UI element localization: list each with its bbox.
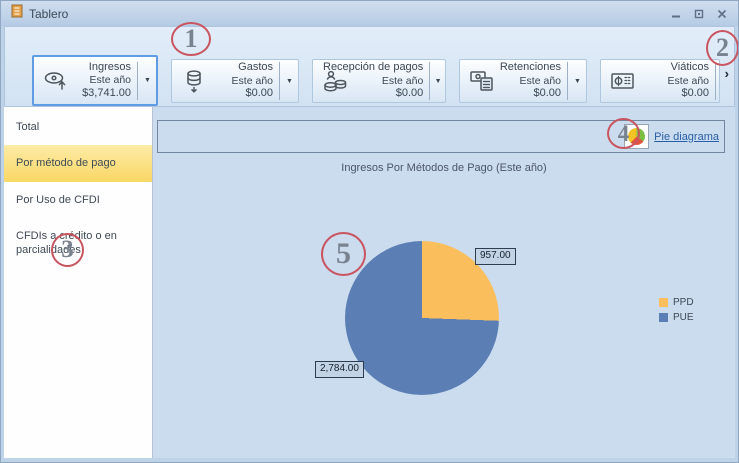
annotation-circle-4: 4 xyxy=(607,118,640,149)
divider xyxy=(567,62,568,100)
kpi-title: Recepción de pagos xyxy=(323,61,424,74)
divider xyxy=(137,61,138,100)
kpi-title: Viáticos xyxy=(670,61,709,74)
sidebar: Total Por método de pago Por Uso de CFDI… xyxy=(4,107,153,458)
kpi-period: Este año xyxy=(231,74,273,87)
divider xyxy=(279,62,280,100)
kpi-button-gastos[interactable]: Gastos Este año $0.00 ▼ xyxy=(171,59,299,103)
chevron-down-icon[interactable]: ▼ xyxy=(434,77,442,85)
kpi-button-ingresos[interactable]: Ingresos Este año $3,741.00 ▼ xyxy=(32,55,158,106)
kpi-title: Gastos xyxy=(238,61,273,74)
kpi-toolbar: Ingresos Este año $3,741.00 ▼ xyxy=(4,26,735,107)
maximize-icon[interactable] xyxy=(692,8,706,20)
app-icon xyxy=(11,4,23,23)
sidebar-item-por-metodo-de-pago[interactable]: Por método de pago xyxy=(4,145,152,182)
kpi-title: Ingresos xyxy=(88,60,131,73)
kpi-amount: $0.00 xyxy=(245,87,273,100)
annotation-circle-1: 1 xyxy=(171,22,211,56)
chart-toolbar-strip: Pie diagrama xyxy=(157,120,725,153)
money-up-icon xyxy=(40,67,72,95)
kpi-amount: $0.00 xyxy=(681,87,709,100)
chart-title: Ingresos Por Métodos de Pago (Este año) xyxy=(341,162,547,174)
coin-stack-down-icon xyxy=(178,67,210,95)
legend-label: PUE xyxy=(673,312,694,323)
close-icon[interactable] xyxy=(715,8,729,20)
chevron-down-icon[interactable]: ▼ xyxy=(144,77,151,84)
slice-label-pue: 2,784.00 xyxy=(315,361,364,378)
legend-item-ppd: PPD xyxy=(659,297,694,308)
kpi-amount: $3,741.00 xyxy=(82,86,131,99)
kpi-title: Retenciones xyxy=(499,61,561,74)
banknote-calendar-icon xyxy=(607,67,639,95)
legend-swatch-ppd xyxy=(659,298,668,307)
chart-panel: Pie diagrama Ingresos Por Métodos de Pag… xyxy=(153,107,735,458)
annotation-circle-5: 5 xyxy=(321,232,366,276)
hand-coins-icon xyxy=(319,67,351,95)
divider xyxy=(715,62,716,100)
kpi-button-recepcion-pagos[interactable]: Recepción de pagos Este año $0.00 ▼ xyxy=(312,59,446,103)
legend-item-pue: PUE xyxy=(659,312,694,323)
sidebar-item-total[interactable]: Total xyxy=(16,121,40,133)
kpi-period: Este año xyxy=(667,74,709,87)
legend-label: PPD xyxy=(673,297,694,308)
sidebar-item-por-uso-de-cfdi[interactable]: Por Uso de CFDI xyxy=(16,193,100,206)
kpi-period: Este año xyxy=(381,74,424,87)
kpi-amount: $0.00 xyxy=(533,87,561,100)
content-region: Total Por método de pago Por Uso de CFDI… xyxy=(4,107,735,458)
minimize-icon[interactable] xyxy=(669,8,683,20)
chevron-down-icon[interactable]: ▼ xyxy=(574,77,581,85)
kpi-period: Este año xyxy=(89,74,131,87)
kpi-period: Este año xyxy=(519,74,561,87)
toolbar-overflow-button[interactable]: › xyxy=(724,66,729,81)
bills-card-icon xyxy=(466,67,498,95)
divider xyxy=(429,62,431,100)
slice-label-ppd: 957.00 xyxy=(475,248,516,265)
chevron-down-icon[interactable]: ▼ xyxy=(286,77,293,85)
annotation-circle-3: 3 xyxy=(51,233,84,267)
pie-diagram-link[interactable]: Pie diagrama xyxy=(654,130,719,143)
kpi-button-retenciones[interactable]: Retenciones Este año $0.00 ▼ xyxy=(459,59,587,103)
pie[interactable] xyxy=(345,241,499,395)
kpi-button-viaticos[interactable]: Viáticos Este año $0.00 xyxy=(600,59,720,103)
legend-swatch-pue xyxy=(659,313,668,322)
title-bar: Tablero xyxy=(1,1,738,26)
chart-legend: PPD PUE xyxy=(659,297,694,327)
kpi-amount: $0.00 xyxy=(395,87,424,100)
window-title: Tablero xyxy=(29,6,69,21)
annotation-circle-2: 2 xyxy=(706,30,738,66)
